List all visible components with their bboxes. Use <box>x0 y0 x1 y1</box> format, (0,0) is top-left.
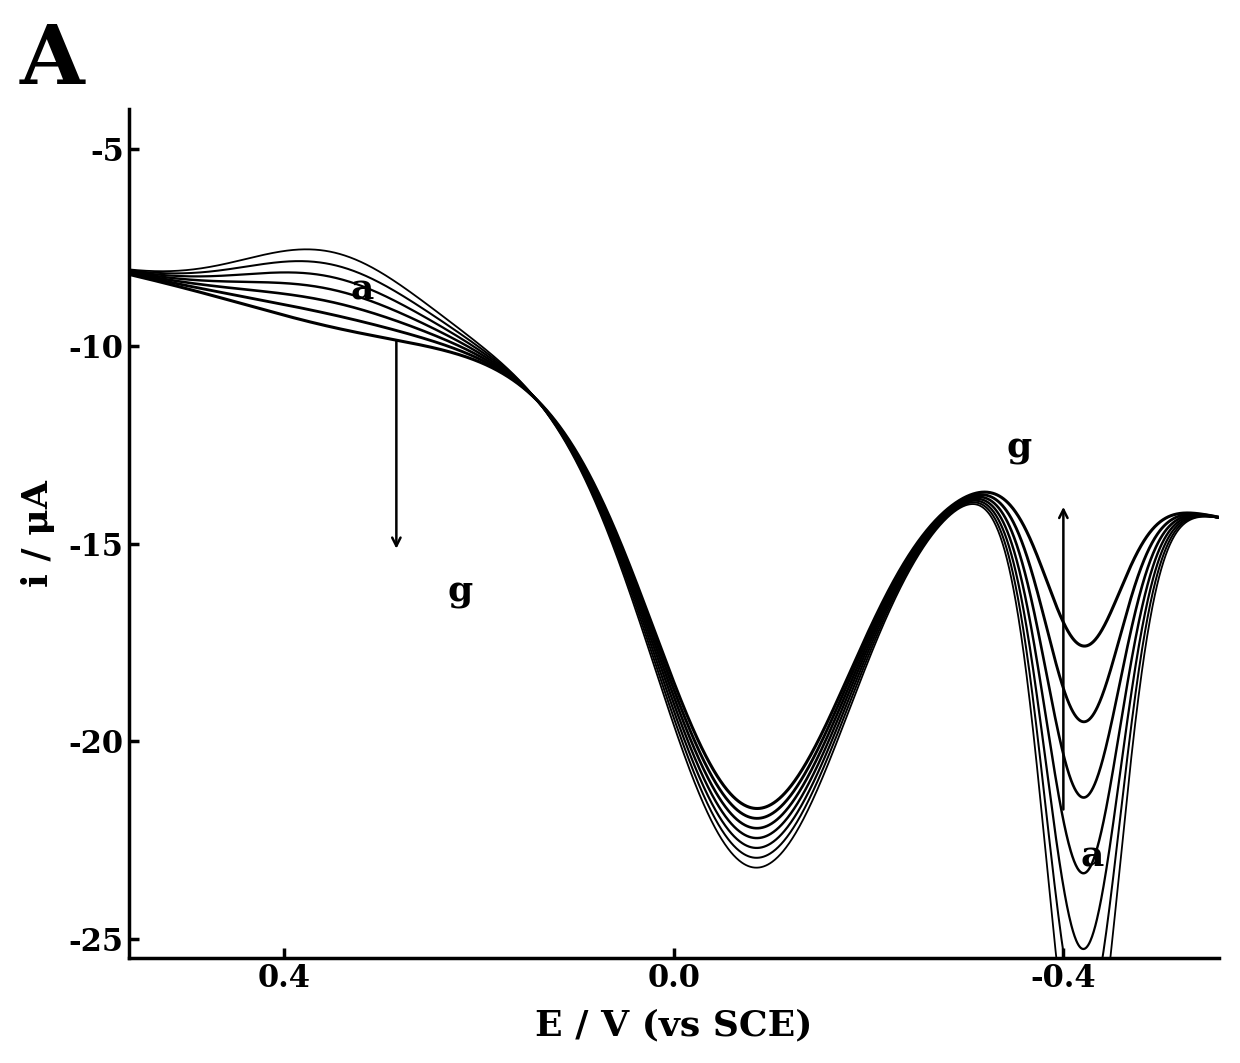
Text: a: a <box>1081 840 1105 874</box>
Y-axis label: i / μA: i / μA <box>21 480 55 587</box>
Text: g: g <box>448 575 472 609</box>
X-axis label: E / V (vs SCE): E / V (vs SCE) <box>536 1008 812 1042</box>
Text: A: A <box>20 20 84 101</box>
Text: a: a <box>351 272 374 306</box>
Text: g: g <box>1007 431 1032 465</box>
